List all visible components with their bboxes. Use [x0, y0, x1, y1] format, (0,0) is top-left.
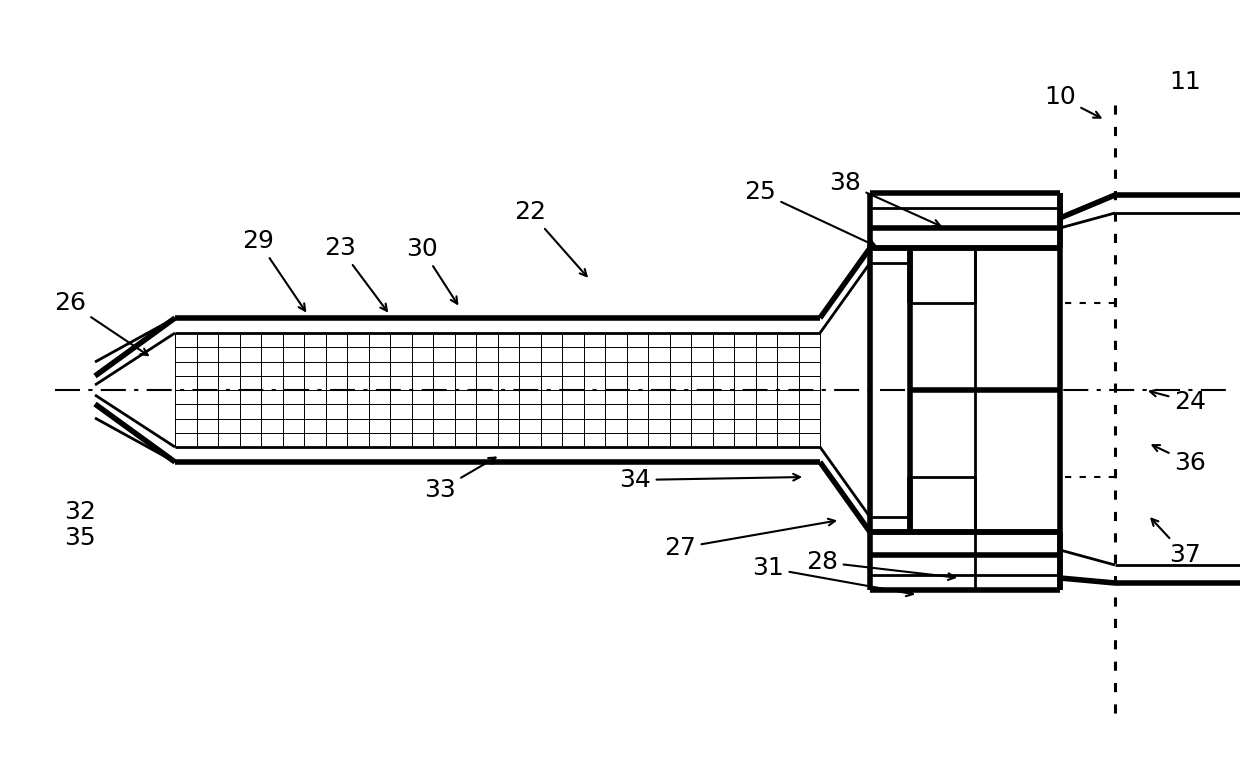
Text: 22: 22: [515, 200, 587, 276]
Text: 25: 25: [744, 180, 875, 246]
Text: 33: 33: [424, 458, 496, 502]
Text: 26: 26: [55, 291, 148, 355]
Text: 28: 28: [806, 550, 955, 580]
Text: 34: 34: [619, 468, 800, 492]
Text: 30: 30: [407, 237, 458, 303]
Text: 35: 35: [64, 526, 95, 550]
Text: 29: 29: [242, 229, 305, 310]
Text: 24: 24: [1149, 390, 1207, 414]
Text: 23: 23: [324, 236, 387, 311]
Text: 32: 32: [64, 500, 95, 524]
Text: 11: 11: [1169, 70, 1200, 94]
Text: 38: 38: [830, 171, 940, 226]
Text: 27: 27: [665, 519, 835, 560]
Text: 37: 37: [1152, 519, 1200, 567]
Text: 10: 10: [1044, 85, 1100, 118]
Text: 31: 31: [753, 556, 913, 596]
Text: 36: 36: [1153, 445, 1207, 475]
